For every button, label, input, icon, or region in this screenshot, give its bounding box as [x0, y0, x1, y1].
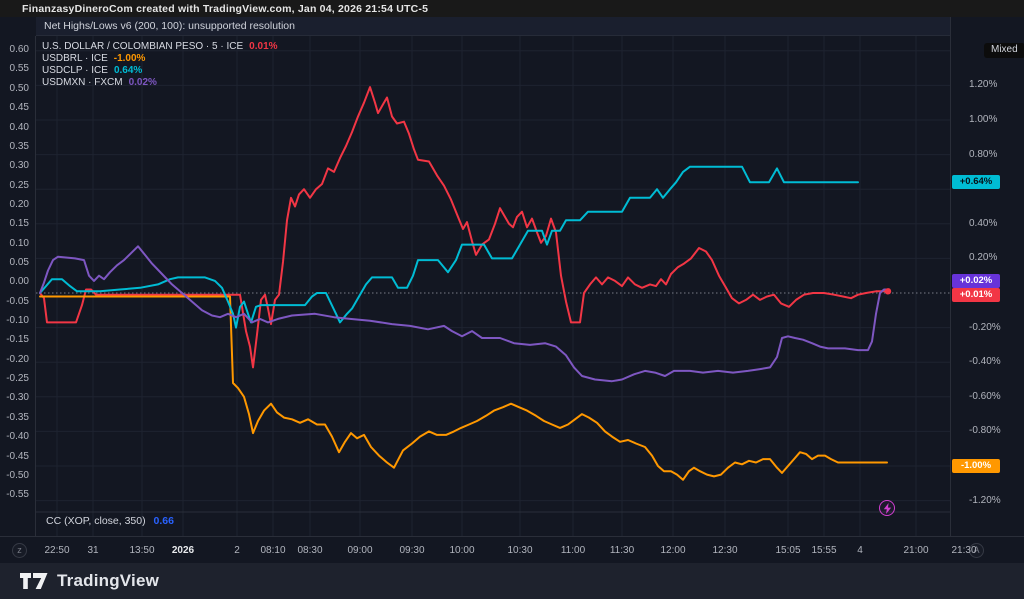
left-axis-tick: 0.25 — [9, 179, 29, 191]
price-scale-left[interactable]: 0.60 0.55 0.50 0.45 0.40 0.35 0.30 0.25 0.20 0.15… — [0, 36, 36, 536]
right-axis-tick: 0.80% — [969, 148, 998, 160]
left-axis-tick: -0.10 — [6, 315, 29, 326]
legend-row-2[interactable]: USDCLP · ICE 0.64% — [42, 65, 278, 77]
left-axis-tick: 0.05 — [9, 256, 29, 268]
time-axis-tick: 11:00 — [560, 545, 586, 556]
left-axis-tick: -0.50 — [6, 469, 29, 481]
left-axis-tick: 0.30 — [9, 160, 29, 172]
last-price-dot — [884, 288, 892, 295]
left-axis-tick: 0.35 — [9, 140, 29, 152]
time-axis-tick: 15:55 — [811, 545, 837, 556]
mixed-scale-button[interactable]: Mixed — [984, 43, 1024, 58]
left-axis-tick: 0.55 — [9, 63, 29, 75]
left-axis-tick: 0.20 — [9, 198, 29, 210]
price-badge: +0.01% — [952, 288, 1000, 303]
flash-button[interactable] — [879, 500, 895, 516]
cc-indicator-value: 0.66 — [153, 515, 174, 527]
legend-change-value: 0.64% — [113, 65, 143, 76]
time-axis-tick: 21:00 — [903, 545, 929, 556]
legend-row-3[interactable]: USDMXN · FXCM 0.02% — [42, 77, 278, 89]
lightning-icon — [883, 502, 891, 514]
time-axis-tick: 09:30 — [399, 545, 425, 556]
left-axis-tick: 0.10 — [9, 237, 29, 249]
right-axis-tick: 1.20% — [969, 79, 998, 91]
right-axis-tick: -0.40% — [969, 356, 1001, 368]
left-axis-tick: -0.45 — [6, 450, 29, 462]
right-axis-tick: -1.20% — [969, 494, 1001, 506]
time-axis-tick: 12:00 — [660, 545, 686, 556]
left-axis-tick: -0.25 — [6, 373, 29, 385]
legend-change-value: -1.00% — [113, 53, 146, 64]
left-axis-tick: -0.55 — [6, 489, 29, 501]
legend-row-1[interactable]: USDBRL · ICE -1.00% — [42, 53, 278, 65]
right-axis-tick: 0.20% — [969, 252, 998, 264]
auto-scale-button[interactable]: A — [969, 543, 984, 558]
left-axis-tick: 0.45 — [9, 102, 29, 114]
tradingview-logo-text[interactable]: TradingView — [57, 571, 160, 590]
right-axis-tick: -0.20% — [969, 321, 1001, 333]
right-axis-tick: -0.60% — [969, 390, 1001, 402]
series-usdmxn-line — [39, 245, 889, 383]
time-axis-tick: 13:50 — [129, 545, 155, 556]
time-axis-tick: 08:10 — [260, 545, 286, 556]
time-axis-tick: 31 — [87, 545, 99, 556]
time-axis-tick: 10:00 — [449, 545, 475, 556]
series-usdclp-line — [39, 165, 859, 329]
legend-symbol-label: USDMXN · FXCM — [42, 77, 123, 88]
legend: U.S. DOLLAR / COLOMBIAN PESO · 5 · ICE 0.… — [42, 41, 278, 89]
series-usdbrl-line — [39, 295, 888, 481]
left-axis-tick: 0.15 — [9, 218, 29, 230]
timezone-button[interactable]: z — [12, 543, 27, 558]
right-axis-tick: 1.00% — [969, 114, 998, 125]
left-axis-tick: 0.50 — [9, 82, 29, 94]
time-axis-tick: 10:30 — [507, 545, 533, 556]
time-axis-tick: 21:30 — [951, 545, 977, 556]
indicator-error-banner: Net Highs/Lows v6 (200, 100): unsupporte… — [36, 17, 950, 36]
legend-change-value: 0.01% — [249, 41, 278, 52]
legend-symbol-label: U.S. DOLLAR / COLOMBIAN PESO · 5 · ICE — [42, 41, 244, 52]
price-badge: -1.00% — [952, 459, 1000, 473]
footer-bar: TradingView — [0, 563, 1024, 599]
tradingview-logo-icon[interactable] — [20, 573, 48, 589]
time-axis-tick: 4 — [857, 545, 863, 556]
price-scale-right[interactable]: Mixed 1.20% 1.00% 0.80% 0.40% 0.20% -0.20% -0.… — [950, 17, 1024, 536]
time-axis[interactable]: z A 22:50 31 13:50 2026 2 08:10 08:30 09:00 09:3… — [0, 536, 1024, 563]
indicator-error-text: Net Highs/Lows v6 (200, 100): unsupporte… — [44, 20, 295, 32]
left-axis-tick: 0.40 — [9, 121, 29, 133]
left-axis-tick: -0.20 — [6, 353, 29, 365]
legend-symbol-label: USDCLP · ICE — [42, 65, 108, 76]
price-badge: +0.02% — [952, 273, 1000, 288]
time-axis-tick: 09:00 — [347, 545, 373, 556]
right-axis-tick: 0.40% — [969, 217, 998, 229]
right-axis-tick: -0.80% — [969, 425, 1001, 437]
time-axis-tick: 15:05 — [775, 545, 801, 556]
left-axis-tick: -0.05 — [6, 295, 29, 307]
left-axis-tick: -0.15 — [6, 334, 29, 346]
legend-symbol-label: USDBRL · ICE — [42, 53, 108, 64]
time-axis-tick: 2 — [234, 545, 240, 556]
left-axis-tick: -0.30 — [6, 392, 29, 404]
price-badge: +0.64% — [952, 175, 1000, 190]
cc-indicator-legend[interactable]: CC (XOP, close, 350) 0.66 — [46, 515, 174, 527]
left-axis-tick: -0.40 — [6, 431, 29, 443]
left-axis-tick: -0.35 — [6, 411, 29, 423]
left-axis-tick: 0.60 — [9, 44, 29, 56]
time-axis-tick: 11:30 — [609, 545, 635, 556]
time-axis-tick: 12:30 — [712, 545, 738, 556]
time-axis-tick: 22:50 — [44, 545, 70, 556]
left-axis-tick: 0.00 — [9, 276, 29, 288]
header-bar: FinanzasyDineroCom created with TradingV… — [0, 0, 1024, 17]
time-axis-tick: 08:30 — [297, 545, 323, 556]
legend-change-value: 0.02% — [128, 77, 157, 88]
series-usdcop-line — [39, 86, 889, 369]
time-axis-tick: 2026 — [171, 545, 195, 556]
cc-indicator-label: CC (XOP, close, 350) — [46, 515, 146, 527]
legend-row-0[interactable]: U.S. DOLLAR / COLOMBIAN PESO · 5 · ICE 0.… — [42, 41, 278, 53]
attribution-text: FinanzasyDineroCom created with TradingV… — [22, 2, 429, 15]
